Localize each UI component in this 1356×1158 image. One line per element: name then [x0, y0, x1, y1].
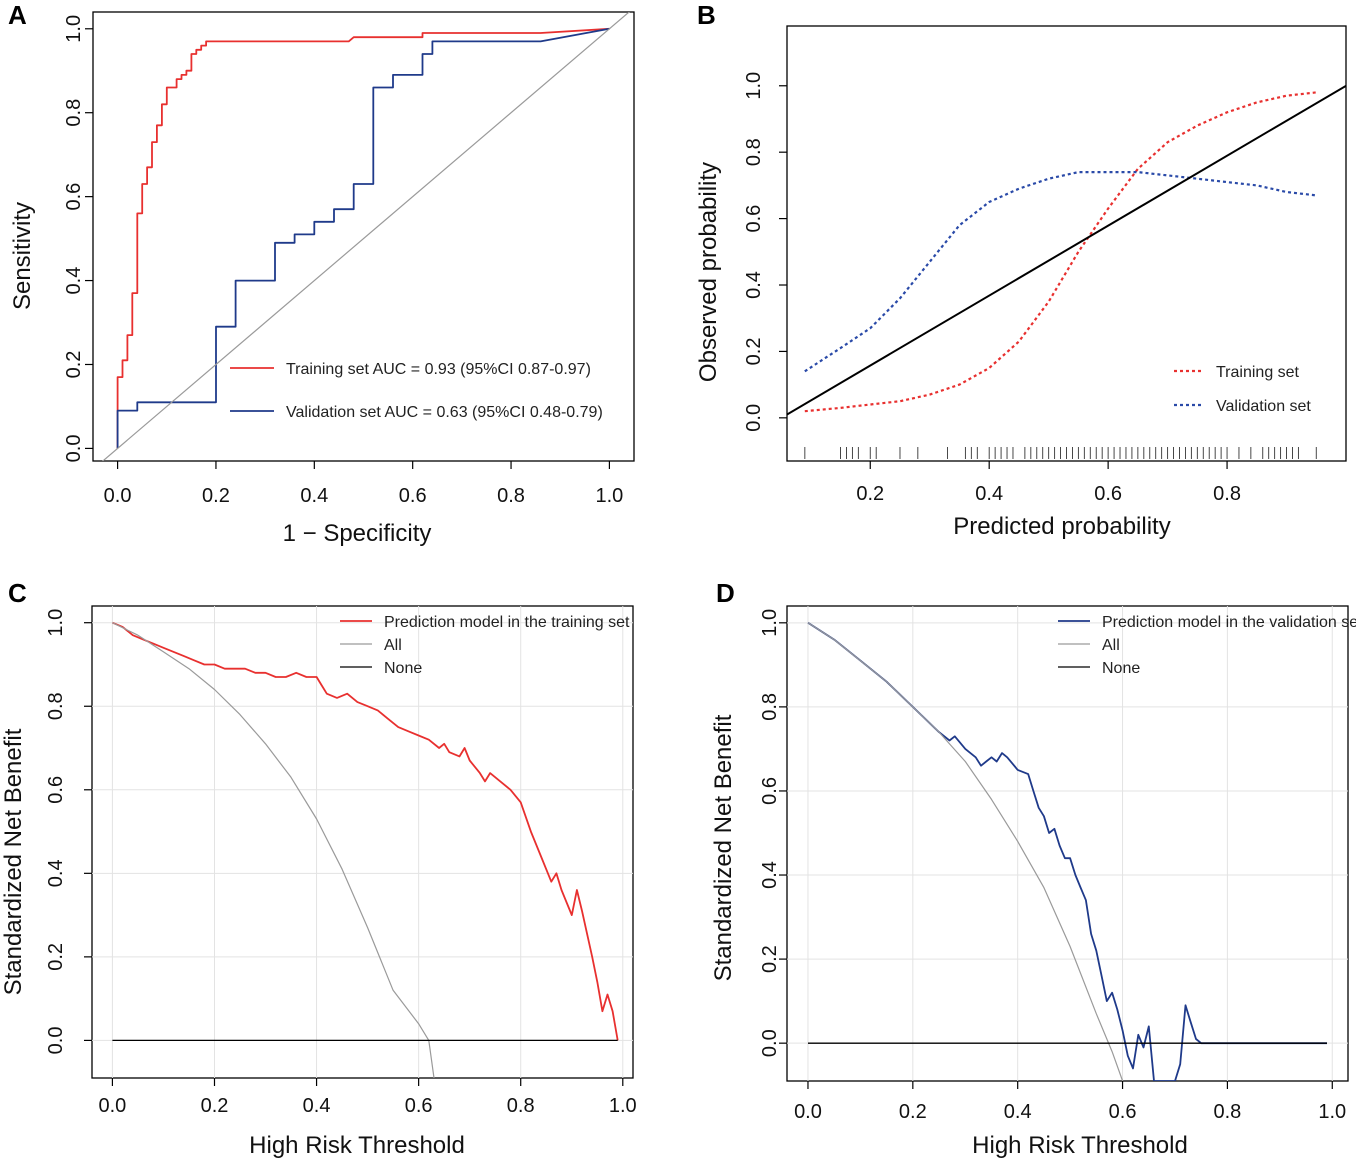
x-tick-label: 0.2	[856, 483, 884, 505]
y-tick-label: 0.8	[759, 693, 781, 721]
y-tick-label: 0.0	[45, 1027, 67, 1055]
series-line	[804, 91, 1317, 413]
series-line	[112, 621, 619, 1041]
x-axis-label: 1 − Specificity	[283, 520, 432, 547]
x-tick-label: 0.0	[794, 1101, 822, 1123]
legend-label: Training set AUC = 0.93 (95%CI 0.87-0.97…	[286, 361, 591, 378]
legend-label: Validation set AUC = 0.63 (95%CI 0.48-0.…	[286, 404, 603, 421]
x-tick-label: 0.8	[507, 1095, 535, 1117]
y-tick-label: 0.4	[759, 861, 781, 889]
x-tick-label: 0.2	[201, 1095, 229, 1117]
x-tick-label: 0.4	[300, 485, 328, 507]
x-tick-label: 0.6	[399, 485, 427, 507]
y-tick-label: 0.2	[759, 945, 781, 973]
x-tick-label: 0.2	[202, 485, 230, 507]
y-tick-label: 0.0	[759, 1029, 781, 1057]
y-tick-label: 0.6	[759, 777, 781, 805]
y-tick-label: 0.0	[743, 404, 765, 432]
series-line	[116, 27, 610, 449]
legend-label: Validation set	[1216, 398, 1311, 415]
legend-label: All	[1102, 637, 1120, 654]
y-axis-label: Standardized Net Benefit	[710, 714, 737, 981]
plot-marks: 0.0 0.2 0.4 0.6 0.8 1.0 0.0 0.2 0.4 0.6 0.8 1.0 Pred…	[45, 606, 637, 1117]
x-tick-label: 0.6	[405, 1095, 433, 1117]
x-tick-label: 1.0	[609, 1095, 637, 1117]
plot-marks: 0.0 0.2 0.4 0.6 0.8 1.0 0.0 0.2 0.4 0.6 0.8 1.0 Pred…	[759, 606, 1356, 1123]
y-tick-label: 0.2	[63, 351, 85, 379]
y-tick-label: 0.2	[743, 338, 765, 366]
legend-label: Prediction model in the training set	[384, 614, 630, 631]
series-line	[101, 12, 631, 461]
y-tick-label: 1.0	[45, 609, 67, 637]
y-tick-label: 0.6	[743, 205, 765, 233]
panel-letter: B	[697, 0, 716, 30]
y-tick-label: 0.4	[743, 271, 765, 299]
y-tick-label: 0.6	[63, 183, 85, 211]
y-tick-label: 0.8	[45, 692, 67, 720]
x-tick-label: 0.6	[1094, 483, 1122, 505]
y-tick-label: 0.4	[63, 267, 85, 295]
series-line	[807, 622, 1124, 1081]
x-tick-label: 0.8	[1214, 1101, 1242, 1123]
y-tick-label: 1.0	[759, 609, 781, 637]
y-tick-label: 0.8	[63, 99, 85, 127]
panel-letter: A	[8, 0, 27, 30]
legend-label: All	[384, 637, 402, 654]
x-axis-label: High Risk Threshold	[972, 1132, 1188, 1158]
series-line	[116, 27, 610, 449]
x-tick-label: 0.4	[303, 1095, 331, 1117]
x-tick-label: 1.0	[596, 485, 624, 507]
series-line	[807, 622, 1327, 1081]
x-tick-label: 0.4	[1004, 1101, 1032, 1123]
legend-label: Prediction model in the validation set	[1102, 614, 1356, 631]
y-tick-label: 0.8	[743, 138, 765, 166]
x-axis-label: High Risk Threshold	[249, 1132, 465, 1158]
x-tick-label: 0.8	[497, 485, 525, 507]
legend-label: Training set	[1216, 364, 1300, 381]
plot-marks: 0.2 0.4 0.6 0.8 0.0 0.2 0.4 0.6 0.8 1.0 Training s…	[743, 72, 1346, 505]
series-line	[787, 84, 1346, 416]
panel-letter: D	[716, 578, 735, 608]
x-tick-label: 1.0	[1318, 1101, 1346, 1123]
x-tick-label: 0.8	[1213, 483, 1241, 505]
series-line	[112, 622, 435, 1078]
plot-marks: 0.0 0.2 0.4 0.6 0.8 1.0 0.0 0.2 0.4 0.6 0.8 1.0 Trai…	[63, 12, 631, 507]
y-axis-label: Sensitivity	[9, 202, 36, 310]
y-tick-label: 0.6	[45, 776, 67, 804]
y-axis-label: Observed probability	[695, 162, 722, 382]
y-tick-label: 0.2	[45, 943, 67, 971]
plot-frame	[92, 11, 635, 462]
plot-frame	[91, 605, 634, 1079]
x-tick-label: 0.4	[975, 483, 1003, 505]
plot-frame	[786, 25, 1347, 462]
series-line	[804, 171, 1317, 373]
y-tick-label: 0.0	[63, 435, 85, 463]
y-tick-label: 0.4	[45, 859, 67, 887]
x-tick-label: 0.2	[899, 1101, 927, 1123]
x-tick-label: 0.0	[104, 485, 132, 507]
x-tick-label: 0.6	[1109, 1101, 1137, 1123]
y-tick-label: 1.0	[63, 15, 85, 43]
legend-label: None	[1102, 660, 1140, 677]
plot-frame	[786, 605, 1349, 1082]
panel-letter: C	[8, 578, 27, 608]
x-axis-label: Predicted probability	[953, 513, 1170, 540]
legend-label: None	[384, 660, 422, 677]
x-tick-label: 0.0	[99, 1095, 127, 1117]
y-axis-label: Standardized Net Benefit	[0, 728, 27, 995]
y-tick-label: 1.0	[743, 72, 765, 100]
